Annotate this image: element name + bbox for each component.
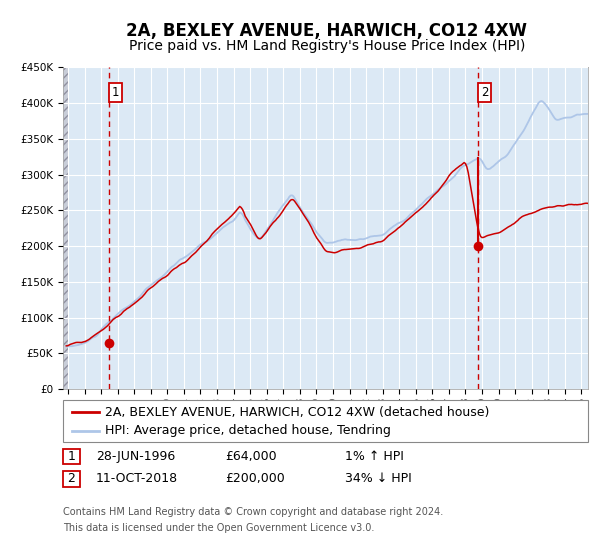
- Text: This data is licensed under the Open Government Licence v3.0.: This data is licensed under the Open Gov…: [63, 522, 374, 533]
- Text: 1: 1: [112, 86, 119, 99]
- Text: £200,000: £200,000: [225, 472, 285, 486]
- Text: £64,000: £64,000: [225, 450, 277, 463]
- Text: 1: 1: [67, 450, 76, 463]
- Text: 34% ↓ HPI: 34% ↓ HPI: [345, 472, 412, 486]
- Text: 2A, BEXLEY AVENUE, HARWICH, CO12 4XW (detached house): 2A, BEXLEY AVENUE, HARWICH, CO12 4XW (de…: [105, 405, 490, 419]
- Text: HPI: Average price, detached house, Tendring: HPI: Average price, detached house, Tend…: [105, 424, 391, 437]
- Text: 11-OCT-2018: 11-OCT-2018: [96, 472, 178, 486]
- Text: 2: 2: [67, 472, 76, 486]
- Text: 28-JUN-1996: 28-JUN-1996: [96, 450, 175, 463]
- Text: 2A, BEXLEY AVENUE, HARWICH, CO12 4XW: 2A, BEXLEY AVENUE, HARWICH, CO12 4XW: [127, 22, 527, 40]
- Bar: [63, 67, 68, 389]
- Text: 1% ↑ HPI: 1% ↑ HPI: [345, 450, 404, 463]
- Text: Price paid vs. HM Land Registry's House Price Index (HPI): Price paid vs. HM Land Registry's House …: [129, 39, 525, 53]
- Text: Contains HM Land Registry data © Crown copyright and database right 2024.: Contains HM Land Registry data © Crown c…: [63, 507, 443, 517]
- Text: 2: 2: [481, 86, 488, 99]
